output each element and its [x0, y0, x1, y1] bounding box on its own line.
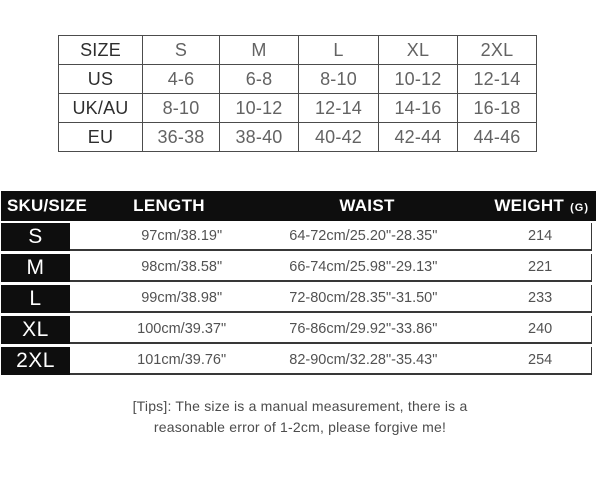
- weight-value: 240: [528, 321, 553, 337]
- sku-size-label: L: [1, 285, 70, 313]
- intl-header-row: SIZE S M L XL 2XL: [58, 35, 537, 65]
- sku-size-label: S: [1, 223, 70, 251]
- length-value: 100cm/39.37": [137, 321, 227, 337]
- intl-row-us: US 4-6 6-8 8-10 10-12 12-14: [58, 64, 537, 94]
- weight-value: 214: [528, 228, 553, 244]
- intl-row-label: US: [58, 64, 143, 94]
- tips-note: [Tips]: The size is a manual measurement…: [0, 396, 600, 438]
- size-value-cell: 8-10: [142, 93, 220, 123]
- international-size-table: SIZE S M L XL 2XL US 4-6 6-8 8-10 10-12 …: [58, 35, 537, 152]
- length-value: 98cm/38.58": [141, 259, 223, 275]
- size-value-cell: 10-12: [219, 93, 299, 123]
- size-value-cell: 16-18: [457, 93, 537, 123]
- intl-header-m: M: [219, 35, 299, 65]
- size-value-cell: 38-40: [219, 122, 299, 152]
- weight-value: 233: [528, 290, 553, 306]
- header-weight: WEIGHT (G): [494, 196, 589, 216]
- size-value-cell: 10-12: [378, 64, 458, 94]
- weight-value: 221: [528, 259, 553, 275]
- intl-header-xl: XL: [378, 35, 458, 65]
- sku-row-values: 100cm/39.37" 76-86cm/29.92"-33.86" 240: [70, 316, 592, 344]
- waist-value: 82-90cm/32.28"-35.43": [289, 352, 438, 368]
- tips-line-1: [Tips]: The size is a manual measurement…: [132, 398, 468, 414]
- size-value-cell: 40-42: [298, 122, 379, 152]
- header-weight-unit: (G): [570, 202, 589, 214]
- waist-value: 76-86cm/29.92"-33.86": [289, 321, 438, 337]
- header-weight-label: WEIGHT: [494, 196, 565, 215]
- header-waist: WAIST: [339, 196, 395, 215]
- weight-value: 254: [528, 352, 553, 368]
- sku-row-xl: XL 100cm/39.37" 76-86cm/29.92"-33.86" 24…: [1, 316, 596, 344]
- sku-row-values: 97cm/38.19" 64-72cm/25.20"-28.35" 214: [70, 223, 592, 251]
- intl-row-ukau: UK/AU 8-10 10-12 12-14 14-16 16-18: [58, 93, 537, 123]
- sku-row-s: S 97cm/38.19" 64-72cm/25.20"-28.35" 214: [1, 223, 596, 251]
- intl-header-size: SIZE: [58, 35, 143, 65]
- intl-row-label: EU: [58, 122, 143, 152]
- sku-size-label: M: [1, 254, 70, 282]
- waist-value: 72-80cm/28.35"-31.50": [289, 290, 438, 306]
- size-value-cell: 8-10: [298, 64, 379, 94]
- length-value: 97cm/38.19": [141, 228, 223, 244]
- waist-value: 66-74cm/25.98"-29.13": [289, 259, 438, 275]
- size-value-cell: 6-8: [219, 64, 299, 94]
- sku-row-l: L 99cm/38.98" 72-80cm/28.35"-31.50" 233: [1, 285, 596, 313]
- intl-header-2xl: 2XL: [457, 35, 537, 65]
- intl-header-s: S: [142, 35, 220, 65]
- length-value: 101cm/39.76": [137, 352, 227, 368]
- intl-row-eu: EU 36-38 38-40 40-42 42-44 44-46: [58, 122, 537, 152]
- sku-row-m: M 98cm/38.58" 66-74cm/25.98"-29.13" 221: [1, 254, 596, 282]
- sku-row-values: 99cm/38.98" 72-80cm/28.35"-31.50" 233: [70, 285, 592, 313]
- size-value-cell: 36-38: [142, 122, 220, 152]
- sku-size-label: 2XL: [1, 347, 70, 375]
- intl-row-label: UK/AU: [58, 93, 143, 123]
- header-sku-size: SKU/SIZE: [7, 196, 88, 215]
- size-value-cell: 4-6: [142, 64, 220, 94]
- sku-row-values: 101cm/39.76" 82-90cm/32.28"-35.43" 254: [70, 347, 592, 375]
- sku-table-header-band: SKU/SIZE LENGTH WAIST WEIGHT (G): [1, 191, 596, 221]
- intl-header-l: L: [298, 35, 379, 65]
- sku-row-values: 98cm/38.58" 66-74cm/25.98"-29.13" 221: [70, 254, 592, 282]
- sku-measurement-table: SKU/SIZE LENGTH WAIST WEIGHT (G) S 97cm/3…: [1, 191, 596, 375]
- length-value: 99cm/38.98": [141, 290, 223, 306]
- header-length: LENGTH: [133, 196, 205, 215]
- sku-size-label: XL: [1, 316, 70, 344]
- size-value-cell: 12-14: [298, 93, 379, 123]
- size-value-cell: 44-46: [457, 122, 537, 152]
- size-value-cell: 42-44: [378, 122, 458, 152]
- waist-value: 64-72cm/25.20"-28.35": [289, 228, 438, 244]
- sku-row-2xl: 2XL 101cm/39.76" 82-90cm/32.28"-35.43" 2…: [1, 347, 596, 375]
- size-value-cell: 14-16: [378, 93, 458, 123]
- size-value-cell: 12-14: [457, 64, 537, 94]
- tips-line-2: reasonable error of 1-2cm, please forgiv…: [153, 419, 447, 435]
